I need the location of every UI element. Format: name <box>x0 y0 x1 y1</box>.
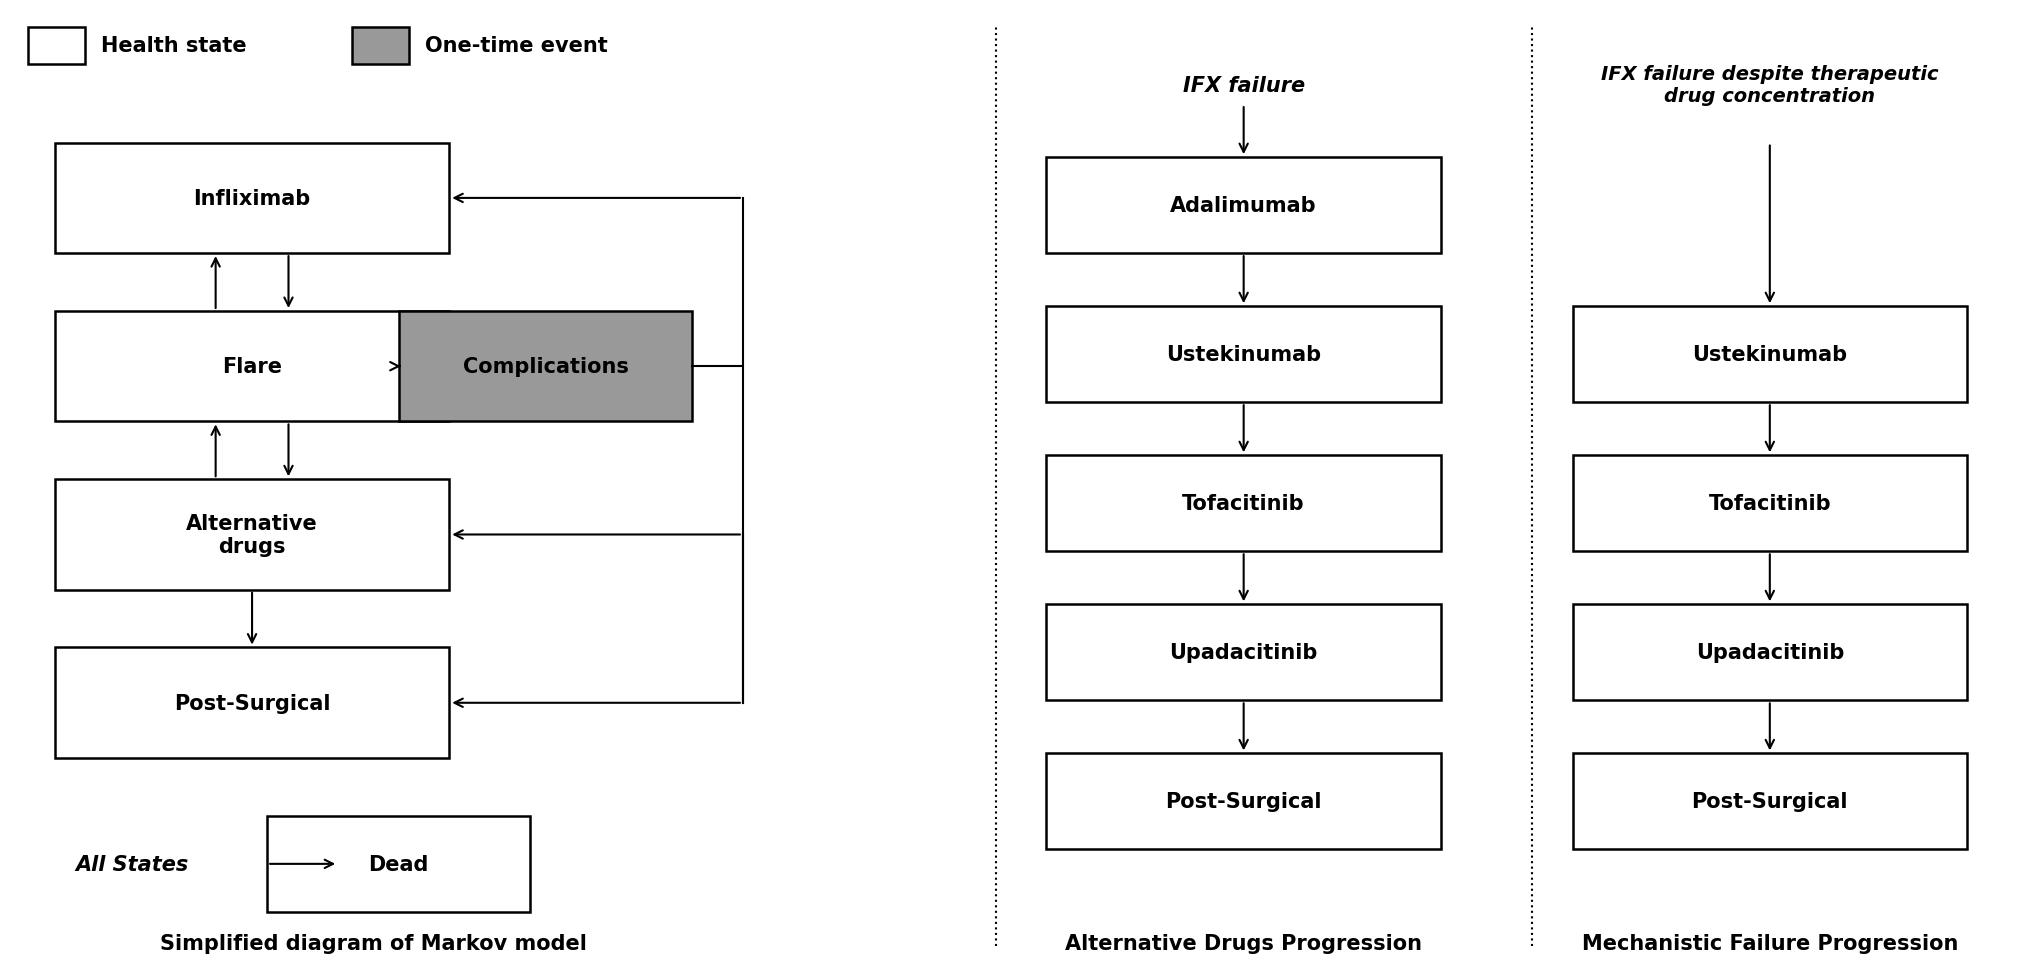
Text: Ustekinumab: Ustekinumab <box>1693 345 1847 364</box>
FancyBboxPatch shape <box>268 816 530 912</box>
Text: Infliximab: Infliximab <box>193 189 311 208</box>
Text: One-time event: One-time event <box>425 37 608 56</box>
Text: Upadacitinib: Upadacitinib <box>1170 642 1319 663</box>
Text: IFX failure despite therapeutic
drug concentration: IFX failure despite therapeutic drug con… <box>1601 65 1939 107</box>
FancyBboxPatch shape <box>28 28 85 65</box>
Text: Ustekinumab: Ustekinumab <box>1166 345 1321 364</box>
FancyBboxPatch shape <box>1046 754 1441 850</box>
Text: Alternative
drugs: Alternative drugs <box>187 514 317 556</box>
FancyBboxPatch shape <box>55 312 449 422</box>
Text: Health state: Health state <box>102 37 248 56</box>
Text: Flare: Flare <box>221 357 282 377</box>
Text: All States: All States <box>75 854 189 874</box>
Text: Post-Surgical: Post-Surgical <box>1691 792 1847 811</box>
FancyBboxPatch shape <box>398 312 693 422</box>
Text: Alternative Drugs Progression: Alternative Drugs Progression <box>1065 933 1422 953</box>
Text: Post-Surgical: Post-Surgical <box>175 693 331 713</box>
FancyBboxPatch shape <box>1573 307 1967 403</box>
FancyBboxPatch shape <box>1573 605 1967 701</box>
FancyBboxPatch shape <box>1046 307 1441 403</box>
FancyBboxPatch shape <box>1573 754 1967 850</box>
FancyBboxPatch shape <box>352 28 408 65</box>
FancyBboxPatch shape <box>1573 455 1967 551</box>
Text: IFX failure: IFX failure <box>1183 76 1305 96</box>
Text: Tofacitinib: Tofacitinib <box>1183 494 1305 514</box>
FancyBboxPatch shape <box>1046 605 1441 701</box>
Text: Upadacitinib: Upadacitinib <box>1695 642 1843 663</box>
FancyBboxPatch shape <box>1046 158 1441 254</box>
FancyBboxPatch shape <box>55 143 449 254</box>
Text: Adalimumab: Adalimumab <box>1170 196 1317 216</box>
Text: Complications: Complications <box>463 357 628 377</box>
FancyBboxPatch shape <box>55 480 449 590</box>
Text: Mechanistic Failure Progression: Mechanistic Failure Progression <box>1581 933 1959 953</box>
FancyBboxPatch shape <box>55 648 449 759</box>
Text: Simplified diagram of Markov model: Simplified diagram of Markov model <box>161 933 587 953</box>
FancyBboxPatch shape <box>1046 455 1441 551</box>
Text: Tofacitinib: Tofacitinib <box>1709 494 1831 514</box>
Text: Post-Surgical: Post-Surgical <box>1166 792 1323 811</box>
Text: Dead: Dead <box>368 854 429 874</box>
